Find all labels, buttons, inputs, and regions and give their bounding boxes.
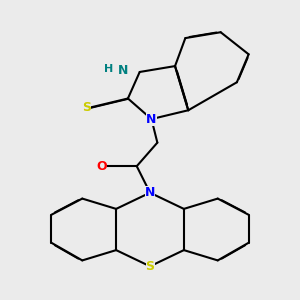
Text: N: N [146, 112, 157, 126]
Text: N: N [145, 186, 155, 199]
Text: S: S [82, 101, 91, 114]
Text: N: N [118, 64, 129, 77]
Text: O: O [96, 160, 107, 173]
Text: S: S [146, 260, 154, 273]
Text: H: H [104, 64, 113, 74]
